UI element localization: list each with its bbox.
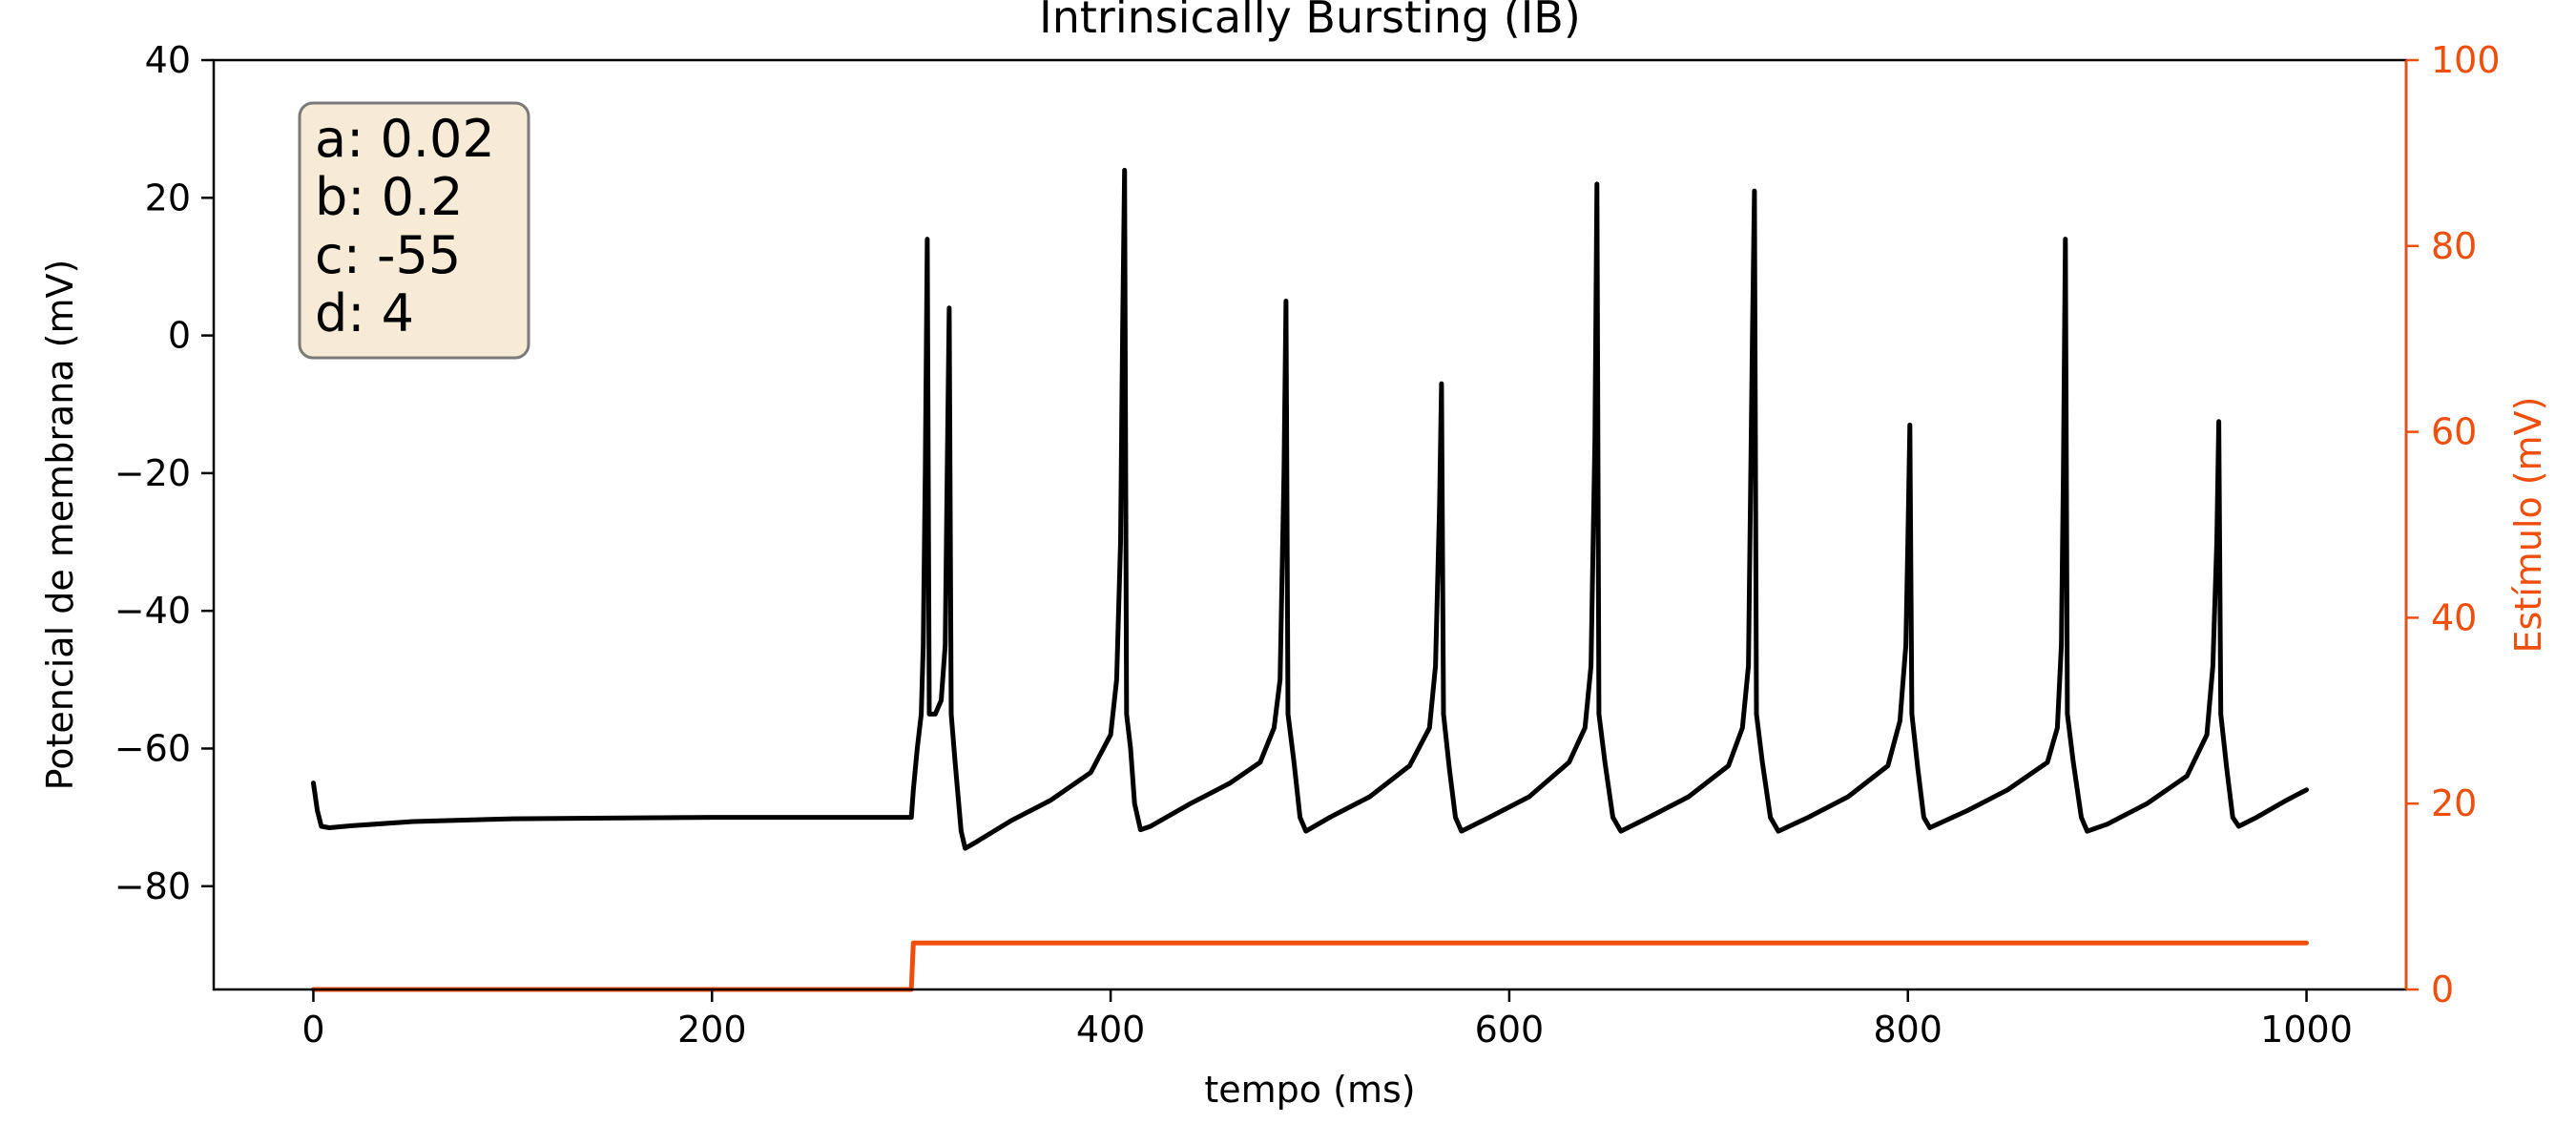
y-tick-label-right: 20 [2431,782,2477,824]
y-axis-left: −80 −60 −40 −20 0 20 40 [114,39,214,907]
parameter-b: b: 0.2 [315,167,464,227]
y-tick-label-left: 20 [145,177,191,219]
x-axis-label: tempo (ms) [1204,1069,1415,1111]
y-tick-label-left: −60 [114,727,191,769]
y-tick-label-left: −80 [114,865,191,907]
stimulus-series [311,940,2309,992]
y-tick-label-right: 80 [2431,225,2477,267]
y-tick-label-left: −40 [114,590,191,632]
x-axis: 0 200 400 600 800 1000 [301,989,2353,1051]
x-tick-label: 1000 [2260,1009,2353,1051]
x-tick-label: 600 [1475,1009,1545,1051]
x-tick-label: 800 [1873,1009,1942,1051]
parameter-box: a: 0.02 b: 0.2 c: -55 d: 4 [298,101,530,360]
x-tick-label: 200 [677,1009,747,1051]
y-tick-label-right: 60 [2431,411,2477,453]
y-tick-label-right: 0 [2431,968,2454,1010]
x-tick-label: 400 [1076,1009,1146,1051]
y-tick-label-left: −20 [114,452,191,494]
x-tick-label: 0 [301,1009,324,1051]
y-tick-label-right: 100 [2431,39,2501,81]
y-axis-label-left: Potencial de membrana (mV) [39,260,81,791]
y-axis-right: 0 20 40 60 80 100 [2404,39,2501,1010]
parameter-c: c: -55 [315,225,461,285]
parameter-d: d: 4 [315,283,414,344]
membrane-potential-line [311,167,2309,851]
y-tick-label-left: 40 [145,39,191,81]
y-tick-label-right: 40 [2431,596,2477,638]
chart-title: Intrinsically Bursting (IB) [1039,0,1581,43]
y-axis-label-right: Estímulo (mV) [2507,397,2549,654]
membrane-potential-series [311,167,2309,851]
plot-frame [212,58,2408,991]
plot-area [311,167,2309,992]
parameter-a: a: 0.02 [315,109,495,169]
stimulus-line [311,940,2309,992]
y-tick-label-left: 0 [168,315,191,357]
parameter-box-background [298,101,530,360]
